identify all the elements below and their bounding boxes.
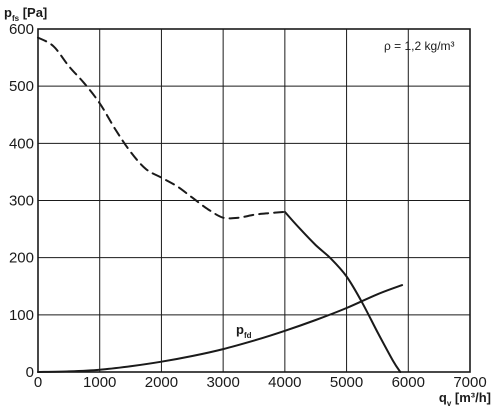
dynamic-pressure-label: pfd [236,322,252,340]
y-tick-label: 100 [9,307,34,324]
x-tick-label: 0 [34,374,42,391]
y-tick-label: 0 [26,364,34,381]
y-tick-label: 600 [9,21,34,38]
density-annotation: ρ = 1,2 kg/m³ [384,39,455,53]
y-tick-label: 500 [9,78,34,95]
y-tick-label: 400 [9,135,34,152]
y-tick-label: 200 [9,250,34,267]
x-tick-label: 6000 [392,374,425,391]
grid [37,28,471,373]
x-tick-label: 2000 [145,374,178,391]
x-tick-label: 3000 [206,374,239,391]
x-axis-label: qv [m³/h] [439,390,491,408]
static-pressure-solid-line [283,210,402,373]
axes [37,28,471,373]
x-tick-label: 5000 [330,374,363,391]
x-tick-label: 1000 [83,374,116,391]
x-tick-label: 7000 [453,374,486,391]
labels: 0 1000 2000 3000 4000 5000 6000 7000 0 100 200 300 4… [4,5,491,408]
x-tick-label: 4000 [268,374,301,391]
series [37,36,404,373]
y-axis-label: pfs [Pa] [4,5,47,23]
y-tick-label: 300 [9,193,34,210]
static-pressure-dashed-line [37,36,286,220]
plot-frame [37,28,471,373]
dynamic-pressure-line [37,284,404,373]
